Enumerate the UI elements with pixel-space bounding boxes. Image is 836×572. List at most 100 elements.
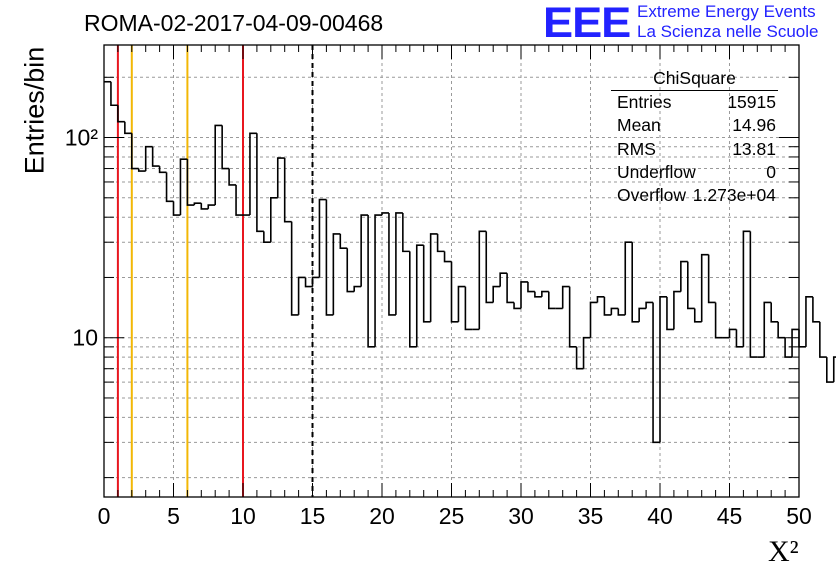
histogram-bin (742, 230, 751, 347)
histogram-bin (110, 81, 118, 107)
tick-labels: 0 5 10 15 20 25 30 35 40 45 50 10 10² (65, 125, 812, 529)
histogram-bin (346, 248, 355, 293)
histogram-bin (297, 276, 306, 315)
x-tick-label: 15 (300, 503, 326, 529)
histogram-bin (318, 198, 327, 278)
x-tick-label: 25 (439, 503, 465, 529)
histogram-bin (409, 251, 417, 348)
histogram-bin (290, 221, 299, 316)
histogram-bin (707, 254, 716, 304)
histogram-bin (228, 168, 237, 186)
histogram-bin (429, 233, 438, 322)
histogram-bin (235, 184, 243, 216)
histogram-bin (339, 233, 348, 250)
histogram-bin (186, 159, 195, 206)
histogram-bin (680, 260, 688, 292)
histogram-bin (332, 233, 341, 315)
y-tick-label: 10 (72, 325, 98, 351)
histogram-bin (638, 307, 647, 322)
stats-label: Mean (617, 115, 661, 136)
histogram-bin (749, 231, 758, 358)
histogram-bin (311, 276, 320, 287)
logo-line-1: Extreme Energy Events (637, 2, 816, 21)
histogram-bin (610, 307, 619, 315)
histogram-bin (770, 302, 779, 323)
histogram-bin (388, 212, 396, 316)
histogram-bin (402, 212, 410, 253)
x-tick-label: 45 (717, 503, 743, 529)
stats-value: 0 (766, 161, 776, 182)
histogram-bin (603, 296, 612, 316)
logo-line-2: La Scienza nelle Scuole (637, 22, 819, 41)
stats-row-mean: Mean 14.96 (611, 114, 778, 137)
x-tick-label: 35 (578, 503, 604, 529)
histogram-bin (728, 328, 737, 338)
histogram-bin (200, 203, 209, 210)
x-tick-label: 50 (786, 503, 812, 529)
histogram-bin (534, 291, 542, 298)
histogram-bin (805, 296, 813, 347)
histogram-bin (158, 166, 167, 174)
histogram-bin (693, 308, 702, 323)
histogram-bin (256, 133, 264, 233)
histogram-bin (714, 302, 723, 339)
stats-value: 14.96 (732, 115, 776, 136)
x-tick-label: 40 (647, 503, 673, 529)
histogram-bin (659, 296, 667, 443)
histogram-bin (763, 301, 772, 358)
histogram-bin (117, 105, 125, 123)
stats-label: Underflow (617, 161, 696, 182)
histogram-bin (485, 231, 494, 304)
histogram-bin (492, 285, 501, 303)
histogram-bin (395, 212, 403, 315)
x-axis-label: X² (768, 535, 799, 568)
histogram-bin (270, 197, 278, 243)
histogram-bin (826, 357, 834, 383)
histogram-bin (464, 286, 473, 331)
histogram-bin (561, 285, 570, 309)
histogram-bin (131, 133, 139, 170)
histogram-bin (596, 296, 605, 303)
y-axis-label: Entries/bin (19, 46, 50, 175)
histogram-bin (589, 301, 598, 338)
histogram-bin (791, 328, 799, 358)
stats-value: 15915 (727, 92, 776, 112)
histogram-bin (422, 245, 431, 323)
stats-label: Overflow (617, 185, 687, 206)
histogram-bin (151, 146, 160, 167)
x-tick-label: 0 (98, 503, 111, 529)
x-tick-label: 10 (230, 503, 256, 529)
stats-row-entries: Entries 15915 (611, 91, 778, 114)
marker-lines (116, 45, 314, 497)
stats-row-overflow: Overflow 1.273e+04 (611, 184, 778, 207)
histogram-bin (353, 285, 362, 292)
histogram-bin (221, 125, 230, 170)
stats-title: ChiSquare (611, 66, 778, 91)
histogram-bin (172, 201, 181, 216)
histogram-bin (548, 291, 556, 310)
histogram-bin (832, 356, 836, 383)
histogram-bin (436, 233, 445, 253)
histogram-bin (645, 301, 654, 309)
histogram-bin (443, 251, 452, 263)
x-tick-label: 5 (167, 503, 180, 529)
histogram-bin (784, 337, 793, 358)
histogram-bin (617, 308, 626, 316)
histogram-bin (798, 329, 806, 348)
histogram-bin (367, 215, 376, 348)
stats-row-rms: RMS 13.81 (611, 138, 778, 161)
histogram-bin (249, 132, 257, 216)
x-tick-label: 30 (508, 503, 534, 529)
histogram-bin (144, 145, 153, 172)
histogram-bin (506, 273, 515, 304)
histogram-bin (673, 290, 681, 330)
histogram-bin (666, 296, 674, 331)
run-title: ROMA-02-2017-04-09-00468 (84, 10, 384, 36)
histogram-bin (193, 202, 202, 206)
histogram-bin (207, 204, 216, 209)
stats-value: 1.273e+04 (692, 185, 776, 206)
histogram-bin (165, 172, 174, 203)
histogram-bin (575, 346, 584, 370)
histogram-bin (415, 244, 424, 347)
